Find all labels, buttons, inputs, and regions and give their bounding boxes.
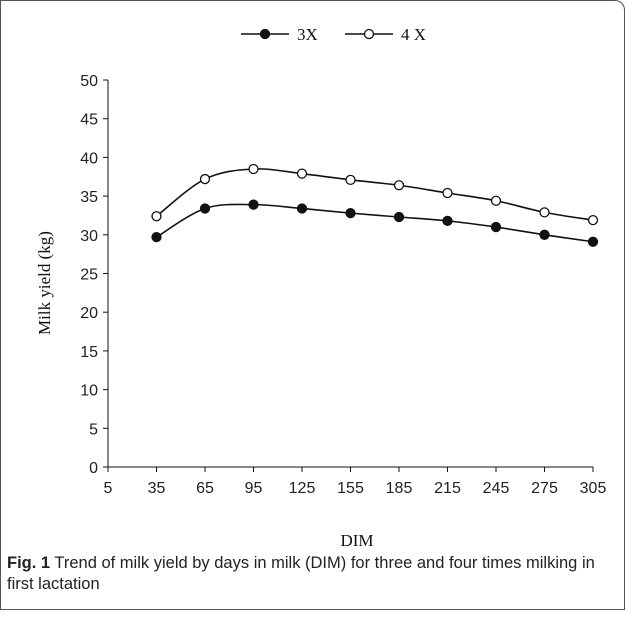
figure-caption: Fig. 1 Trend of milk yield by days in mi…	[7, 553, 607, 595]
y-tick-label: 10	[80, 383, 98, 400]
figure-label: Fig. 1	[7, 554, 51, 572]
y-tick-label: 30	[80, 228, 98, 245]
x-tick-label: 245	[483, 480, 510, 497]
x-tick-label: 185	[386, 480, 413, 497]
y-tick-label: 25	[80, 267, 98, 284]
legend: 3X 4 X	[241, 25, 426, 44]
data-point	[442, 215, 453, 227]
x-tick-label: 35	[148, 480, 166, 497]
series-2	[151, 163, 599, 226]
data-point	[587, 236, 599, 247]
y-tick-label: 45	[80, 112, 98, 129]
x-tick-label: 305	[580, 480, 607, 497]
data-point	[539, 229, 550, 240]
legend-label: 3X	[297, 25, 318, 44]
data-point	[345, 174, 356, 185]
data-point	[442, 187, 453, 199]
y-tick-label: 0	[89, 460, 98, 477]
data-point	[296, 203, 308, 214]
data-point	[151, 231, 162, 243]
x-tick-label: 155	[337, 480, 364, 497]
y-tick-label: 40	[80, 150, 98, 167]
x-tick-label: 125	[289, 480, 316, 497]
data-point	[248, 199, 259, 210]
legend-marker	[259, 28, 271, 40]
data-point	[393, 180, 405, 191]
y-tick-label: 50	[80, 73, 98, 90]
x-tick-label: 215	[434, 480, 461, 497]
caption-text: Trend of milk yield by days in milk (DIM…	[7, 554, 595, 593]
y-tick-label: 15	[80, 344, 98, 361]
data-point	[539, 207, 550, 218]
y-axis-label: Milk yield (kg)	[35, 231, 54, 335]
data-point	[587, 214, 599, 226]
legend-label: 4 X	[401, 25, 426, 44]
x-axis-label: DIM	[340, 531, 373, 550]
legend-marker	[363, 28, 375, 40]
data-point	[151, 211, 162, 222]
series-line	[156, 168, 594, 221]
series-1	[151, 199, 599, 247]
figure-frame: 3X 4 X 0 5 10 15 20 25 30 35 40 45 50 5 35 65 95 125 155 1…	[0, 0, 625, 610]
x-tick-label: 95	[245, 480, 263, 497]
x-tick-label: 275	[531, 480, 558, 497]
series-group	[151, 163, 599, 247]
data-point	[490, 195, 502, 206]
series-line	[156, 203, 594, 243]
y-tick-label: 20	[80, 305, 98, 322]
data-point	[199, 203, 211, 214]
data-point	[490, 221, 502, 233]
data-point	[393, 211, 405, 223]
x-tick-label: 65	[196, 480, 214, 497]
data-point	[248, 163, 259, 175]
y-tick-label: 5	[89, 421, 98, 438]
y-tick-label: 35	[80, 189, 98, 206]
data-point	[296, 168, 308, 179]
data-point	[199, 173, 211, 185]
x-tick-label: 5	[104, 480, 113, 497]
data-point	[345, 207, 356, 219]
